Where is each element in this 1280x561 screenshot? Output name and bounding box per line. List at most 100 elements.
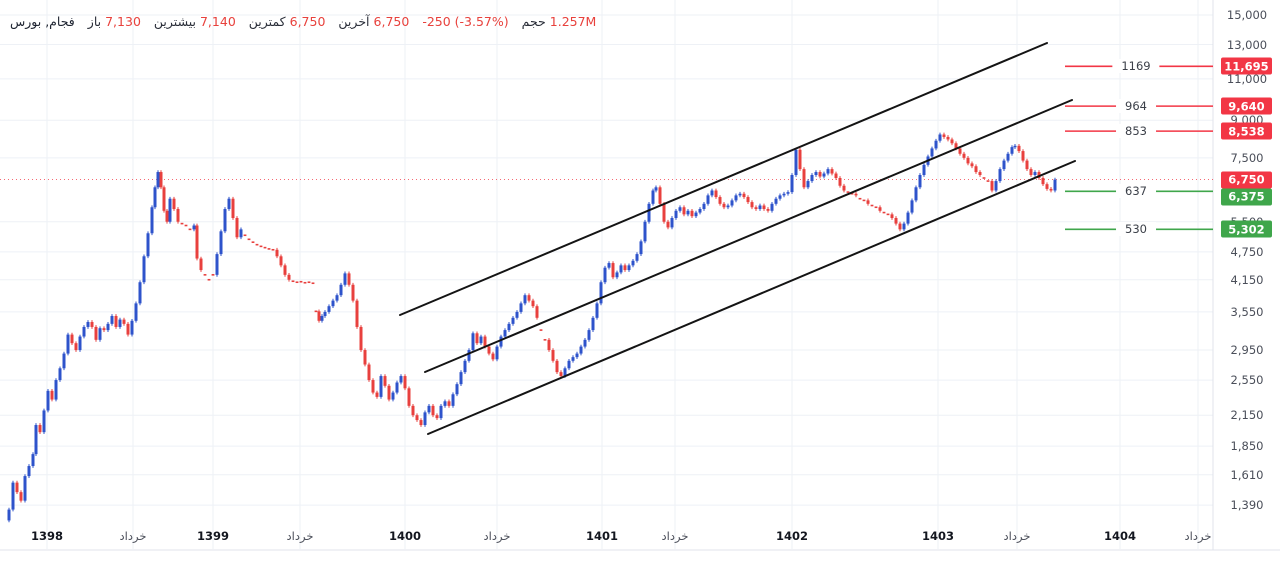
candle-up (98, 328, 102, 340)
candle-up (1010, 147, 1014, 154)
candle-up (734, 195, 738, 201)
y-axis-label: 4,150 (1230, 272, 1264, 287)
candle-up (58, 368, 62, 381)
candle-down (199, 258, 203, 271)
candle-down (74, 343, 78, 351)
candle-up (738, 193, 742, 196)
candle-down (355, 300, 359, 327)
x-axis-label: خرداد (1003, 529, 1031, 543)
candle-doji (303, 281, 307, 284)
trendline-middle[interactable] (424, 99, 1073, 373)
candle-doji (243, 234, 247, 237)
x-axis-label: 1403 (921, 529, 955, 543)
last-price-badge: 6,750 (1221, 171, 1272, 189)
candle-up (810, 175, 814, 182)
symbol-name[interactable]: فجام, بورس (10, 14, 75, 29)
candle-up (46, 390, 50, 411)
candlestick-series[interactable] (7, 132, 1057, 523)
candle-doji (188, 228, 192, 231)
price-level-badge: 9,640 (1221, 97, 1272, 115)
trendline-upper[interactable] (399, 42, 1048, 316)
symbol-legend[interactable]: فجام, بورس باز 7,130 بیشترین 7,140 کمتری… (10, 14, 596, 29)
candle-up (826, 169, 830, 174)
trendline-lower[interactable] (427, 160, 1076, 435)
candle-up (331, 300, 335, 307)
candle-up (934, 140, 938, 149)
candle-up (34, 425, 38, 455)
price-level-badge: 8,538 (1221, 122, 1272, 140)
volume-field: حجم 1.257M (522, 14, 597, 29)
candle-up (327, 306, 331, 312)
candle-up (118, 319, 122, 327)
candle-down (898, 223, 902, 230)
candle-doji (180, 222, 184, 225)
change-value: -250 (-3.57%) (422, 14, 509, 29)
y-axis-label: 1,850 (1230, 439, 1264, 454)
candle-down (447, 401, 451, 406)
candle-down (403, 376, 407, 389)
candle-down (830, 169, 834, 174)
candle-doji (862, 199, 866, 202)
candle-up (455, 384, 459, 395)
candle-up (335, 295, 339, 301)
candle-up (499, 336, 503, 347)
candle-down (347, 273, 351, 285)
candle-down (114, 316, 118, 327)
candle-up (1033, 172, 1037, 176)
candle-down (878, 207, 882, 211)
candle-down (50, 390, 54, 400)
candle-up (627, 265, 631, 271)
price-level-label: 637 (1116, 184, 1156, 199)
candle-up (66, 334, 70, 354)
candle-up (786, 192, 790, 194)
y-axis-label: 1,390 (1230, 498, 1264, 513)
candle-up (607, 263, 611, 268)
candle-down (866, 200, 870, 204)
candle-doji (267, 248, 271, 250)
candle-up (822, 173, 826, 177)
candle-up (134, 303, 138, 321)
candle-up (571, 357, 575, 361)
candle-up (774, 198, 778, 204)
candle-down (1045, 184, 1049, 189)
candle-up (599, 282, 603, 304)
candle-doji (882, 211, 886, 214)
candle-down (176, 209, 180, 222)
candle-doji (255, 243, 259, 246)
candle-down (1025, 160, 1029, 170)
candle-down (666, 221, 670, 228)
candle-up (563, 368, 567, 377)
candle-down (195, 225, 199, 259)
candle-up (710, 190, 714, 196)
candle-down (387, 385, 391, 400)
candle-down (551, 350, 555, 361)
candle-down (798, 149, 802, 170)
price-level-badge: 11,695 (1221, 57, 1272, 75)
candle-up (523, 295, 527, 304)
candle-up (427, 405, 431, 413)
candle-doji (850, 192, 854, 195)
candle-down (19, 492, 23, 501)
candle-down (102, 328, 106, 331)
candle-down (351, 284, 355, 301)
x-axis-label: 1398 (30, 529, 64, 543)
candle-down (890, 214, 894, 219)
y-axis-label: 15,000 (1226, 8, 1268, 23)
candle-down (894, 218, 898, 224)
candle-up (726, 205, 730, 208)
candle-down (94, 326, 98, 340)
candle-doji (184, 224, 188, 227)
candle-down (950, 139, 954, 144)
candle-up (698, 209, 702, 213)
x-axis-label: خرداد (119, 529, 147, 543)
candle-down (742, 193, 746, 198)
candle-up (192, 225, 196, 230)
y-axis-label: 13,000 (1226, 37, 1268, 52)
candle-doji (299, 280, 303, 283)
candle-down (1049, 188, 1053, 191)
x-axis-label: 1399 (196, 529, 230, 543)
candle-down (287, 274, 291, 280)
candle-doji (291, 280, 295, 283)
